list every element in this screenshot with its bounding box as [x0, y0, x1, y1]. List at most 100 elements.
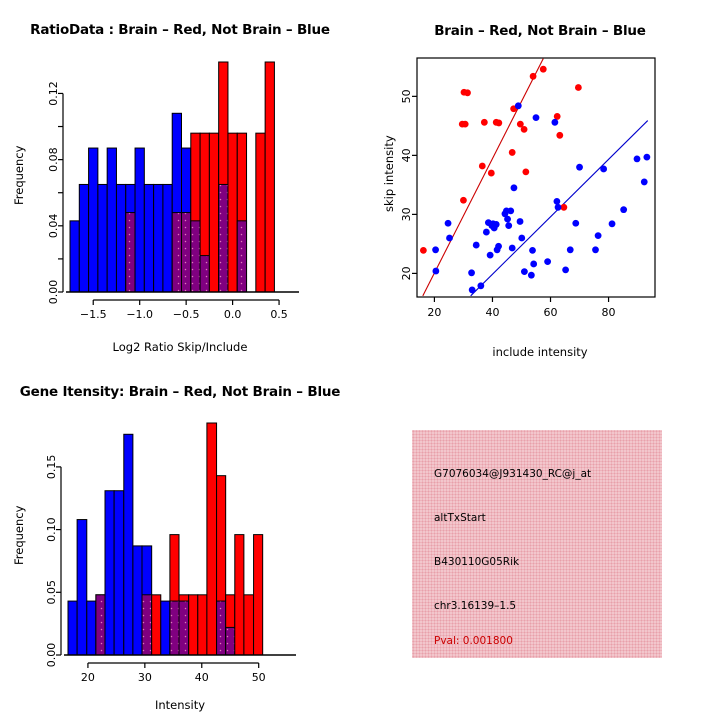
scatter-point	[495, 242, 502, 250]
scatter-point	[553, 198, 561, 205]
x-axis-tick-label: 0.0	[224, 308, 242, 321]
plot-frame	[416, 57, 656, 298]
scatter-point	[527, 271, 535, 279]
histogram-bar-overlap	[95, 594, 106, 656]
histogram-bar	[227, 132, 238, 293]
x-axis-tick-label: 50	[252, 671, 266, 684]
scatter-point	[478, 162, 486, 170]
histogram-bar	[67, 600, 78, 656]
x-axis-tick-label: 30	[138, 671, 152, 684]
histogram-bar-overlap	[181, 212, 192, 293]
gene-info-line-1: G7076034@J931430_RC@j_at	[434, 468, 592, 480]
scatter-point	[486, 251, 494, 259]
histogram-bar	[69, 220, 80, 293]
histogram-bar	[206, 422, 218, 656]
histogram-bar-overlap	[199, 255, 210, 293]
scatter-point	[560, 203, 568, 211]
scatter-point	[444, 219, 452, 227]
scatter-point	[516, 218, 524, 225]
scatter-point	[446, 234, 453, 242]
gene-info-line-3: B430110G05Rik	[434, 556, 520, 568]
scatter-point	[464, 89, 471, 97]
gene-info-line-4: chr3.16139–1.5	[434, 600, 517, 612]
y-axis-tick-label: 0.15	[45, 455, 58, 480]
histogram-bar	[106, 147, 117, 293]
histogram-bar	[123, 433, 134, 656]
histogram-bar	[188, 594, 199, 656]
gene-info-line-2: altTxStart	[434, 512, 486, 524]
ratio-histogram-title: RatioData : Brain – Red, Not Brain – Blu…	[30, 22, 330, 38]
x-axis-tick-label: 40	[195, 671, 209, 684]
y-axis-tick-label: 0.10	[45, 517, 58, 542]
gene-histogram-xlabel: Intensity	[154, 698, 206, 712]
scatter-point	[529, 246, 536, 254]
y-axis-tick-label: 30	[400, 207, 413, 221]
histogram-bar	[113, 490, 125, 656]
scatter-point	[522, 168, 530, 176]
x-axis-tick-label: 0.5	[270, 308, 288, 321]
scatter-point	[419, 246, 427, 254]
scatter-point	[640, 178, 648, 186]
x-axis-tick-label: −1.5	[80, 308, 107, 321]
y-axis-tick-label: 0.00	[47, 280, 60, 305]
scatter-point	[468, 286, 476, 294]
scatter-point	[510, 184, 518, 192]
histogram-bar-overlap	[190, 220, 201, 293]
scatter-point	[529, 72, 537, 80]
scatter-xlabel: include intensity	[492, 345, 588, 359]
scatter-point	[514, 102, 522, 110]
scatter-point	[566, 246, 574, 254]
x-axis-tick-label: −1.0	[126, 308, 153, 321]
scatter-point	[620, 206, 628, 214]
scatter-plot: 20 30 40 50 20 40 60 80	[400, 57, 656, 319]
histogram-bar	[160, 600, 171, 656]
histogram-bar-overlap	[178, 600, 190, 656]
histogram-bar	[86, 600, 97, 656]
scatter-point	[432, 246, 439, 254]
histogram-bar	[208, 132, 220, 293]
ratio-histogram-plot: 0.00 0.04 0.08 0.12 −1.5 −1.0 −0.5 0.0 0.5	[47, 61, 299, 321]
scatter-point	[507, 207, 515, 215]
scatter-point	[480, 118, 488, 126]
y-axis-tick-label: 0.08	[47, 147, 60, 172]
scatter-point	[530, 260, 538, 268]
histogram-bar	[76, 519, 88, 656]
x-axis-tick-label: 20	[427, 306, 441, 319]
histogram-bar	[115, 183, 127, 293]
scatter-point	[556, 131, 564, 139]
scatter-point	[633, 155, 641, 163]
histogram-bar	[151, 594, 162, 656]
histogram-bar-overlap	[169, 600, 180, 656]
scatter-point	[508, 149, 516, 156]
scatter-point	[553, 113, 561, 120]
gene-info-box: G7076034@J931430_RC@j_at altTxStart B43011…	[412, 430, 662, 658]
histogram-bar-overlap	[141, 594, 153, 656]
histogram-bar	[134, 147, 145, 293]
scatter-point	[477, 282, 485, 290]
x-axis-tick-label: −0.5	[173, 308, 200, 321]
y-axis-tick-label: 40	[400, 148, 413, 162]
scatter-point	[505, 222, 513, 229]
y-axis-tick-label: 0.04	[47, 214, 60, 239]
histogram-bar	[104, 490, 115, 656]
y-axis-tick-label: 20	[400, 266, 413, 280]
histogram-bar	[153, 183, 164, 293]
histogram-bar	[143, 183, 155, 293]
histogram-bar-overlap	[125, 212, 136, 293]
histogram-bar	[253, 534, 264, 656]
panel-gene-histogram: Gene Itensity: Brain – Red, Not Brain – …	[0, 360, 360, 720]
scatter-point	[562, 266, 570, 274]
histogram-bar-overlap	[216, 600, 227, 656]
y-axis-tick-label: 0.12	[47, 81, 60, 106]
scatter-point	[518, 234, 526, 242]
histogram-bar-overlap	[236, 220, 248, 293]
scatter-point	[572, 219, 580, 227]
ratio-histogram-xlabel: Log2 Ratio Skip/Include	[112, 340, 248, 354]
histogram-bar	[78, 183, 90, 293]
y-axis-tick-label: 50	[400, 89, 413, 103]
scatter-point	[539, 65, 547, 73]
scatter-point	[594, 232, 602, 240]
scatter-point	[516, 120, 524, 128]
scatter-point	[643, 153, 651, 161]
histogram-bar	[243, 594, 255, 656]
